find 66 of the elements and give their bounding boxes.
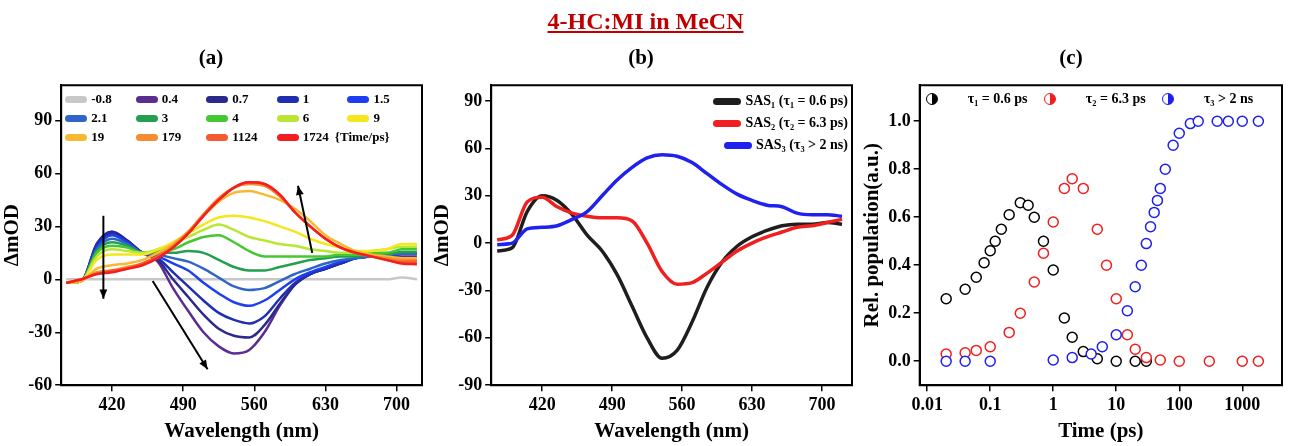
y-tick-label: 0.4 bbox=[888, 253, 911, 274]
x-tick-label: 100 bbox=[1165, 393, 1193, 414]
x-tick-label: 490 bbox=[598, 393, 626, 414]
y-tick-label: 0.0 bbox=[888, 349, 911, 370]
legend-label: 4 bbox=[232, 110, 239, 127]
legend-label: SAS₂ (τ₂ = 6.3 ps) bbox=[745, 115, 848, 132]
y-tick-label: 90 bbox=[34, 109, 53, 130]
x-tick-label: 700 bbox=[383, 393, 411, 414]
legend-label: -0.8 bbox=[91, 91, 112, 108]
legend-label: τ₂ = 6.3 ps bbox=[1085, 91, 1146, 108]
legend-label: τ₃ > 2 ns bbox=[1203, 91, 1254, 108]
y-tick-label: -30 bbox=[458, 279, 483, 300]
x-tick-label: 630 bbox=[738, 393, 766, 414]
legend-label: 0.4 bbox=[161, 91, 178, 108]
x-tick-label: 1000 bbox=[1224, 393, 1261, 414]
chart-title: (b) bbox=[628, 45, 654, 70]
y-tick-label: 1.0 bbox=[888, 109, 911, 130]
legend-label: 19 bbox=[91, 129, 105, 146]
legend-label: 179 bbox=[161, 129, 182, 146]
y-axis-title: ΔmOD bbox=[429, 204, 454, 267]
y-tick-label: -60 bbox=[28, 373, 53, 394]
x-tick-label: 0.1 bbox=[978, 393, 1002, 414]
legend-label: SAS₁ (τ₁ = 0.6 ps) bbox=[745, 93, 848, 110]
y-tick-label: 30 bbox=[34, 215, 53, 236]
x-tick-label: 0.01 bbox=[911, 393, 943, 414]
x-tick-label: 420 bbox=[98, 393, 126, 414]
x-tick-label: 420 bbox=[528, 393, 556, 414]
x-axis-title: Wavelength (nm) bbox=[594, 417, 749, 442]
legend-label: 1 bbox=[302, 91, 310, 108]
y-tick-label: -30 bbox=[28, 320, 53, 341]
legend-label: 1.5 bbox=[373, 91, 390, 108]
y-tick-label: 0 bbox=[43, 267, 53, 288]
y-tick-label: 90 bbox=[464, 89, 483, 110]
x-tick-label: 10 bbox=[1107, 393, 1126, 414]
y-tick-label: 60 bbox=[464, 137, 483, 158]
text: 4-HC:MI in MeCN bbox=[546, 8, 745, 35]
y-tick-label: 0.8 bbox=[888, 157, 911, 178]
legend-label: 0.7 bbox=[232, 91, 249, 108]
legend-label: 3 bbox=[161, 110, 169, 127]
x-tick-label: 490 bbox=[169, 393, 197, 414]
legend-label: τ₁ = 0.6 ps bbox=[967, 91, 1028, 108]
y-tick-label: 0.6 bbox=[888, 205, 911, 226]
legend-label: 1724 bbox=[302, 129, 329, 146]
x-tick-label: 1 bbox=[1048, 393, 1058, 414]
x-tick-label: 560 bbox=[668, 393, 696, 414]
x-tick-label: 560 bbox=[240, 393, 268, 414]
y-tick-label: -60 bbox=[458, 326, 483, 347]
legend-label: SAS₃ (τ₃ > 2 ns) bbox=[755, 137, 848, 154]
x-tick-label: 700 bbox=[808, 393, 836, 414]
y-tick-label: 0.2 bbox=[888, 301, 911, 322]
legend-label: 9 bbox=[373, 110, 380, 127]
y-tick-label: 30 bbox=[464, 184, 483, 205]
x-tick-label: 630 bbox=[311, 393, 339, 414]
y-tick-label: 0 bbox=[473, 231, 483, 252]
y-axis-title: ΔmOD bbox=[0, 204, 24, 267]
x-axis-title: Time (ps) bbox=[1058, 417, 1144, 442]
chart-title: (c) bbox=[1059, 45, 1083, 70]
legend-title: {Time/ps} bbox=[334, 129, 390, 146]
y-axis-title: Rel. population(a.u.) bbox=[859, 143, 884, 328]
y-tick-label: -90 bbox=[458, 373, 483, 394]
legend-label: 2.1 bbox=[91, 110, 108, 127]
y-tick-label: 60 bbox=[34, 162, 53, 183]
legend-label: 1124 bbox=[232, 129, 258, 146]
chart-title: (a) bbox=[198, 45, 224, 70]
x-axis-title: Wavelength (nm) bbox=[164, 417, 319, 442]
legend-label: 6 bbox=[302, 110, 310, 127]
